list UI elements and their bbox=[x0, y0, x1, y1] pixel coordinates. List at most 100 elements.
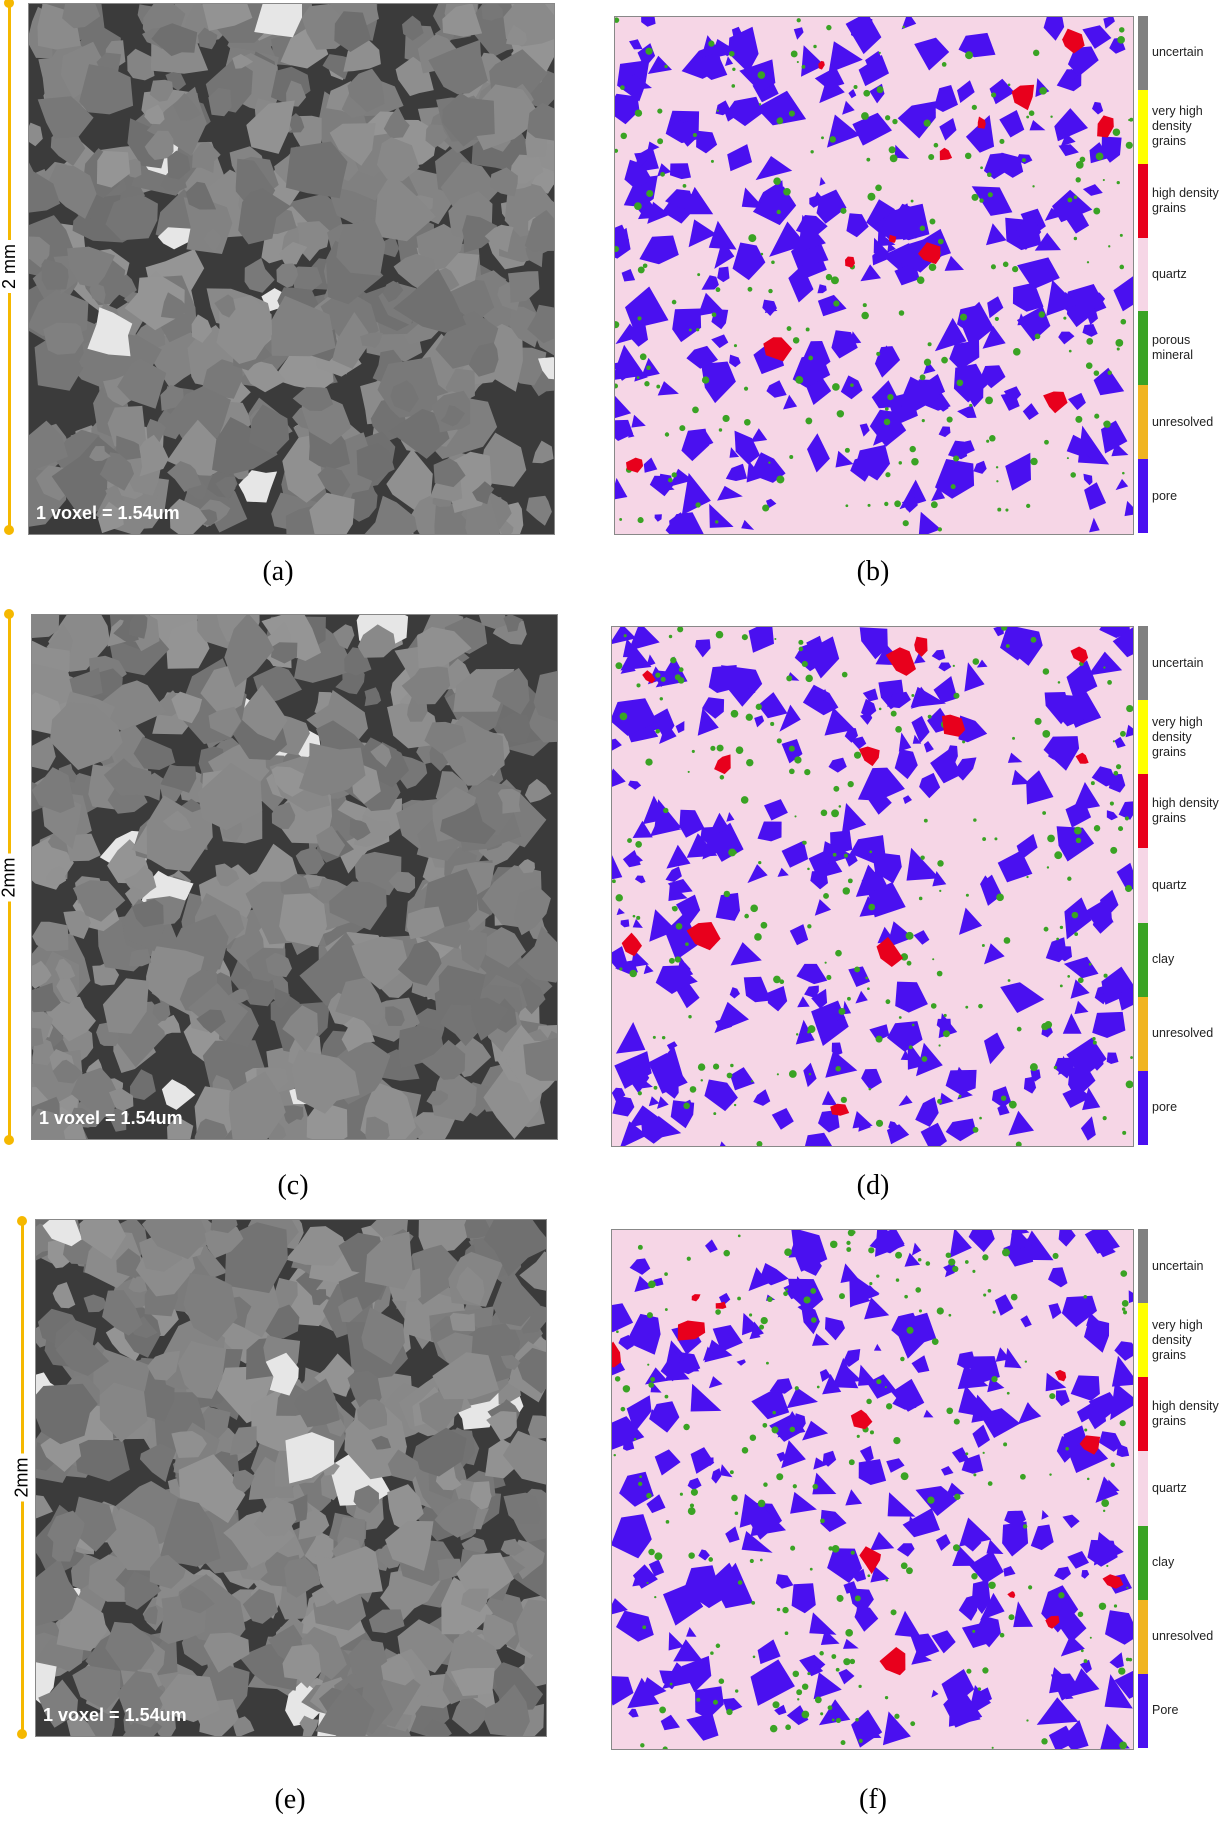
pore-region bbox=[1087, 651, 1123, 676]
pore-region bbox=[1101, 136, 1122, 163]
pore-region bbox=[775, 1574, 794, 1589]
clay-speck bbox=[758, 103, 762, 106]
scale-bar-end bbox=[17, 1729, 27, 1739]
clay-speck bbox=[669, 1682, 673, 1686]
grain bbox=[215, 863, 240, 887]
pore-region bbox=[687, 1477, 702, 1491]
dense-grain bbox=[876, 936, 904, 967]
clay-speck bbox=[687, 1507, 696, 1516]
clay-speck bbox=[1122, 471, 1125, 475]
grain bbox=[371, 1435, 392, 1450]
clay-speck bbox=[708, 1557, 714, 1562]
pore-region bbox=[887, 691, 911, 709]
pore-region bbox=[714, 239, 735, 269]
grain bbox=[36, 1495, 53, 1519]
grain bbox=[397, 940, 442, 986]
grain bbox=[442, 4, 483, 37]
clay-speck bbox=[1075, 177, 1081, 183]
clay-speck bbox=[911, 694, 915, 697]
grain bbox=[279, 241, 308, 265]
clay-speck bbox=[801, 660, 808, 668]
clay-speck bbox=[620, 85, 625, 90]
clay-speck bbox=[784, 1248, 792, 1257]
grain bbox=[317, 466, 351, 501]
grain bbox=[127, 48, 155, 81]
clay-speck bbox=[646, 1581, 649, 1585]
clay-speck bbox=[999, 1632, 1005, 1638]
grain bbox=[401, 664, 451, 705]
pore-region bbox=[620, 919, 630, 928]
pore-region bbox=[1093, 1531, 1124, 1566]
clay-speck bbox=[794, 815, 797, 818]
clay-speck bbox=[876, 1274, 880, 1278]
clay-speck bbox=[1093, 207, 1101, 215]
clay-speck bbox=[1070, 472, 1076, 478]
panel-label: (d) bbox=[856, 1170, 890, 1201]
clay-speck bbox=[613, 1453, 616, 1457]
pore-region bbox=[949, 1230, 972, 1258]
grain bbox=[52, 1059, 83, 1084]
pore-region bbox=[957, 1364, 989, 1390]
pore-region bbox=[828, 41, 863, 73]
clay-speck bbox=[1075, 837, 1082, 844]
dense-grain bbox=[686, 922, 721, 951]
clay-speck bbox=[906, 1326, 914, 1334]
clay-speck bbox=[655, 728, 660, 734]
clay-speck bbox=[965, 893, 969, 897]
clay-speck bbox=[853, 85, 858, 90]
clay-speck bbox=[1013, 348, 1021, 356]
pore-region bbox=[795, 1019, 815, 1045]
pore-region bbox=[648, 1096, 660, 1107]
pore-region bbox=[873, 419, 897, 446]
clay-speck bbox=[660, 676, 666, 682]
clay-speck bbox=[1128, 118, 1131, 122]
clay-speck bbox=[674, 956, 681, 963]
clay-speck bbox=[623, 634, 627, 638]
clay-speck bbox=[1120, 730, 1126, 737]
clay-speck bbox=[910, 199, 914, 203]
pore-region bbox=[1080, 1116, 1096, 1141]
scale-bar-end bbox=[4, 609, 14, 619]
clay-speck bbox=[1029, 1063, 1038, 1072]
clay-speck bbox=[942, 1030, 950, 1038]
clay-speck bbox=[820, 809, 828, 817]
grain bbox=[109, 1088, 134, 1111]
clay-speck bbox=[634, 202, 642, 210]
grain bbox=[295, 846, 325, 875]
pore-region bbox=[752, 186, 797, 226]
pore-region bbox=[813, 1672, 842, 1700]
pore-region bbox=[865, 1722, 882, 1739]
dense-grain bbox=[1043, 391, 1068, 414]
grain bbox=[159, 1673, 220, 1723]
pore-region bbox=[851, 1709, 883, 1748]
dense-grain bbox=[818, 60, 825, 70]
clay-speck bbox=[858, 1684, 862, 1688]
pore-region bbox=[873, 1343, 882, 1351]
clay-speck bbox=[733, 1103, 737, 1107]
pore-region bbox=[612, 1676, 634, 1706]
grain bbox=[246, 100, 295, 154]
clay-speck bbox=[1083, 1294, 1088, 1299]
pore-region bbox=[1084, 1318, 1110, 1353]
legend-swatch bbox=[1138, 922, 1148, 997]
clay-speck bbox=[842, 887, 851, 895]
pore-region bbox=[648, 1053, 688, 1094]
grain bbox=[45, 164, 97, 219]
clay-speck bbox=[637, 1091, 642, 1096]
pore-region bbox=[913, 930, 930, 945]
pore-region bbox=[701, 361, 736, 404]
clay-speck bbox=[1126, 1586, 1129, 1589]
clay-speck bbox=[688, 1552, 695, 1559]
grain bbox=[128, 1276, 148, 1293]
clay-speck bbox=[1118, 826, 1124, 832]
pore-region bbox=[786, 1387, 818, 1409]
clay-speck bbox=[679, 1492, 683, 1496]
clay-speck bbox=[722, 414, 730, 423]
grain bbox=[450, 1667, 495, 1696]
pore-region bbox=[846, 213, 869, 238]
pore-region bbox=[708, 1376, 723, 1389]
pore-region bbox=[612, 1514, 652, 1559]
clay-speck bbox=[925, 1261, 931, 1266]
clay-speck bbox=[723, 890, 731, 898]
pore-region bbox=[1124, 500, 1133, 517]
